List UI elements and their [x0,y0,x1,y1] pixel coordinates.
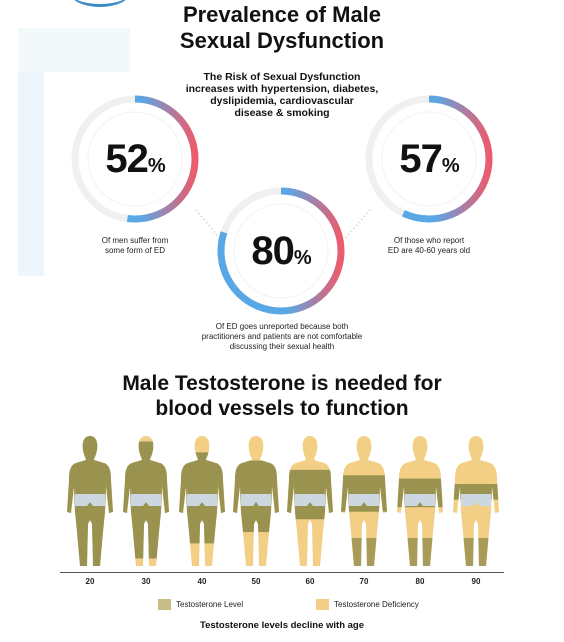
figure-shorts [349,494,379,506]
stat-percent-sign: % [441,155,460,177]
age-label-50: 50 [251,577,261,586]
stat-percent-sign: % [293,247,312,269]
section-title-line2: blood vessels to function [155,397,409,420]
ring-graphic [365,95,493,223]
leg-level-fill [406,538,434,566]
caption-line2: some form of ED [104,246,165,255]
stat-ring-52: 52% [70,94,200,224]
age-label-80: 80 [415,577,425,586]
figure-shorts [75,494,105,506]
risk-line1: The Risk of Sexual Dysfunction [203,71,361,83]
caption-line1: Of those who report [393,236,465,245]
figure-age-90 [453,436,499,566]
figure-age-40 [179,436,225,566]
stat-number: 57 [399,137,442,181]
testosterone-level-fill [341,475,387,512]
age-label-90: 90 [471,577,481,586]
figure-age-20 [67,436,113,566]
figure-shorts [241,494,271,506]
section-title-line1: Male Testosterone is needed for [122,372,442,395]
testosterone-section-title: Male Testosterone is needed for blood ve… [0,371,564,421]
figure-age-60 [287,436,333,566]
figure-age-70 [341,436,387,566]
age-label-30: 30 [141,577,151,586]
figure-age-30 [123,436,169,566]
stat-number: 80 [251,229,294,273]
stat-value: 57% [364,137,494,182]
legend-label-level: Testosterone Level [176,600,244,609]
stat-value: 52% [70,137,200,182]
risk-line2: increases with hypertension, diabetes, [185,83,379,95]
caption-line3: discussing their sexual health [229,342,335,351]
stat-caption-52: Of men suffer from some form of ED [80,236,190,256]
risk-line4: disease & smoking [234,107,330,119]
stat-number: 52 [105,137,148,181]
legend-label-deficiency: Testosterone Deficiency [334,600,419,609]
ring-graphic [71,95,199,223]
figure-age-80 [397,436,443,566]
risk-line3: dyslipidemia, cardiovascular [210,95,354,107]
footer-note: Testosterone levels decline with age [199,620,365,631]
caption-line2: ED are 40-60 years old [387,246,471,255]
age-label-60: 60 [305,577,315,586]
figure-shorts [461,494,491,506]
caption-line1: Of ED goes unreported because both [215,322,349,331]
figure-shorts [405,494,435,506]
leg-level-fill [462,538,490,566]
testosterone-level-fill [397,478,443,508]
age-label-70: 70 [359,577,369,586]
stat-percent-sign: % [147,155,166,177]
top-corner-arc [70,0,130,7]
legend-swatch-level [158,599,171,610]
risk-subtitle: The Risk of Sexual Dysfunction increases… [177,71,387,119]
main-title-line1: Prevalence of Male [182,2,382,27]
ring-graphic [217,187,345,315]
stat-ring-80: 80% [216,186,346,316]
caption-line2: practitioners and patients are not comfo… [201,332,363,341]
stat-caption-80: Of ED goes unreported because both pract… [192,322,372,352]
stat-value: 80% [216,229,346,274]
connector-left [195,209,223,243]
male-figures-row [67,436,499,566]
figure-age-50 [233,436,279,566]
leg-level-fill [350,538,378,566]
caption-line1: Of men suffer from [101,236,169,245]
stat-caption-57: Of those who report ED are 40-60 years o… [374,236,484,256]
figure-shorts [187,494,217,506]
ring-connectors [195,209,371,243]
left-decorative-panel-top [18,28,130,72]
legend-swatch-deficiency [316,599,329,610]
figure-shorts [295,494,325,506]
age-label-20: 20 [85,577,95,586]
stat-ring-57: 57% [364,94,494,224]
main-title-line2: Sexual Dysfunction [179,28,385,53]
figure-shorts [131,494,161,506]
main-title: Prevalence of Male Sexual Dysfunction [0,2,564,54]
age-label-40: 40 [197,577,207,586]
age-axis [60,572,504,573]
